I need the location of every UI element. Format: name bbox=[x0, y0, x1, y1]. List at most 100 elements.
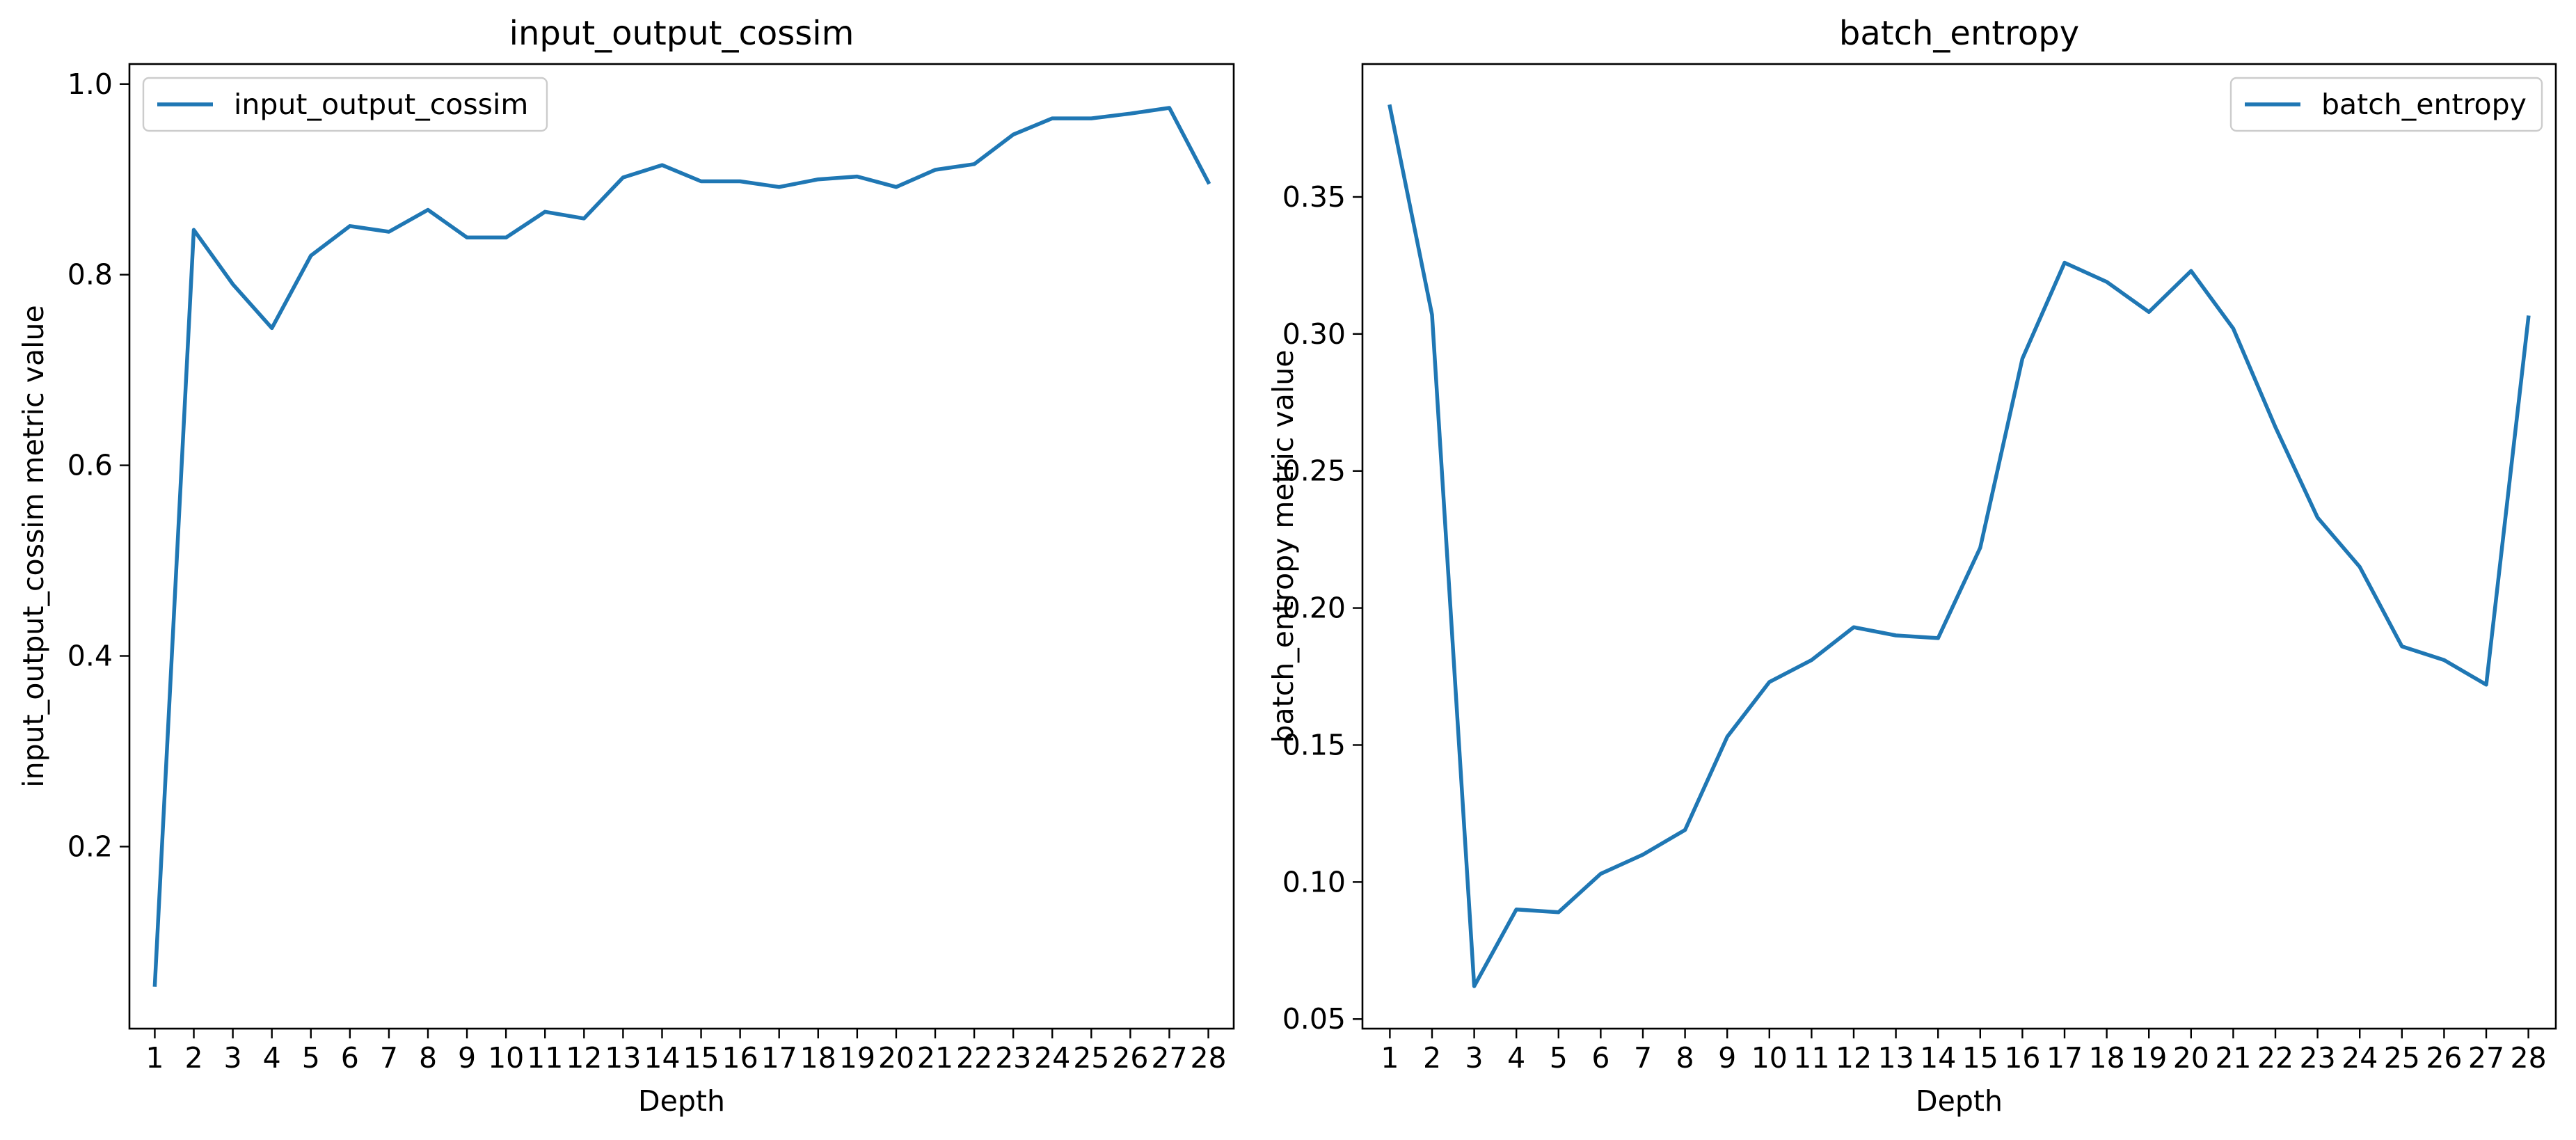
data-point bbox=[1388, 104, 1392, 109]
data-point bbox=[972, 162, 976, 166]
x-tick-label: 20 bbox=[2173, 1041, 2209, 1075]
x-tick-label: 4 bbox=[263, 1041, 281, 1075]
data-point bbox=[465, 235, 469, 239]
x-tick-label: 10 bbox=[488, 1041, 524, 1075]
data-point bbox=[1514, 908, 1518, 912]
x-tick-label: 16 bbox=[2004, 1041, 2040, 1075]
data-point bbox=[1089, 116, 1093, 120]
y-tick-label: 0.30 bbox=[1282, 317, 1346, 351]
data-point bbox=[738, 180, 742, 184]
y-tick-label: 0.6 bbox=[67, 449, 113, 482]
x-tick-label: 27 bbox=[2468, 1041, 2504, 1075]
data-point bbox=[153, 983, 157, 987]
data-point bbox=[1641, 853, 1645, 857]
y-axis-label: input_output_cossim metric value bbox=[17, 305, 50, 787]
data-point bbox=[1936, 636, 1940, 640]
data-point bbox=[1598, 872, 1603, 876]
x-tick-label: 11 bbox=[527, 1041, 563, 1075]
y-tick-label: 0.20 bbox=[1282, 592, 1346, 625]
data-point bbox=[2105, 280, 2109, 284]
x-tick-label: 14 bbox=[644, 1041, 680, 1075]
y-tick-label: 0.25 bbox=[1282, 454, 1346, 488]
x-tick-label: 1 bbox=[1381, 1041, 1399, 1075]
y-tick-label: 0.35 bbox=[1282, 180, 1346, 214]
x-tick-label: 6 bbox=[341, 1041, 359, 1075]
data-point bbox=[192, 228, 196, 232]
data-point bbox=[2442, 658, 2446, 662]
x-tick-label: 5 bbox=[1550, 1041, 1568, 1075]
series-line bbox=[152, 106, 1211, 987]
plot-frame bbox=[128, 63, 1235, 1030]
x-tick-label: 1 bbox=[145, 1041, 164, 1075]
data-point bbox=[1128, 111, 1132, 116]
x-tick-label: 23 bbox=[995, 1041, 1031, 1075]
y-tick-label: 0.10 bbox=[1282, 865, 1346, 898]
data-point bbox=[1207, 180, 1211, 184]
x-tick-label: 3 bbox=[1465, 1041, 1484, 1075]
y-axis-label: batch_entropy metric value bbox=[1266, 350, 1300, 743]
x-tick-label: 13 bbox=[605, 1041, 641, 1075]
x-tick-label: 22 bbox=[956, 1041, 992, 1075]
data-point bbox=[1472, 984, 1477, 988]
x-tick-label: 8 bbox=[1676, 1041, 1694, 1075]
legend-label: batch_entropy bbox=[2321, 88, 2527, 121]
x-tick-label: 17 bbox=[761, 1041, 797, 1075]
x-tick-label: 26 bbox=[2426, 1041, 2462, 1075]
data-point bbox=[426, 208, 430, 212]
x-axis-label: Depth bbox=[638, 1084, 725, 1118]
legend-box bbox=[142, 77, 548, 132]
x-tick-label: 21 bbox=[917, 1041, 953, 1075]
x-tick-label: 11 bbox=[1793, 1041, 1829, 1075]
data-point bbox=[1050, 116, 1054, 120]
x-tick-label: 18 bbox=[800, 1041, 836, 1075]
data-point bbox=[348, 224, 352, 228]
legend-label: input_output_cossim bbox=[234, 88, 528, 121]
x-tick-label: 9 bbox=[458, 1041, 476, 1075]
x-tick-label: 28 bbox=[1190, 1041, 1226, 1075]
x-tick-label: 24 bbox=[2342, 1041, 2378, 1075]
x-tick-label: 27 bbox=[1151, 1041, 1187, 1075]
x-tick-label: 14 bbox=[1920, 1041, 1956, 1075]
data-point bbox=[2316, 516, 2320, 520]
x-tick-label: 9 bbox=[1718, 1041, 1736, 1075]
y-tick-label: 0.05 bbox=[1282, 1002, 1346, 1036]
x-tick-label: 28 bbox=[2511, 1041, 2547, 1075]
x-tick-label: 17 bbox=[2046, 1041, 2083, 1075]
data-point bbox=[816, 177, 820, 182]
x-tick-label: 2 bbox=[1423, 1041, 1441, 1075]
x-tick-label: 24 bbox=[1034, 1041, 1070, 1075]
data-point bbox=[1809, 658, 1813, 662]
x-tick-label: 23 bbox=[2300, 1041, 2336, 1075]
y-tick-label: 0.4 bbox=[67, 640, 113, 673]
x-tick-label: 12 bbox=[1836, 1041, 1872, 1075]
y-tick-label: 0.2 bbox=[67, 830, 113, 863]
data-point bbox=[894, 185, 898, 189]
data-point bbox=[621, 175, 625, 180]
x-tick-label: 12 bbox=[566, 1041, 602, 1075]
data-point bbox=[1168, 106, 1172, 110]
data-point bbox=[270, 326, 274, 330]
data-point bbox=[1725, 735, 1729, 739]
x-tick-label: 25 bbox=[2384, 1041, 2420, 1075]
data-point bbox=[2020, 356, 2024, 361]
data-point bbox=[1852, 625, 1856, 629]
series-line bbox=[1388, 104, 2531, 988]
y-tick-label: 0.8 bbox=[67, 258, 113, 292]
data-point bbox=[933, 168, 937, 172]
x-tick-label: 2 bbox=[184, 1041, 202, 1075]
x-tick-label: 22 bbox=[2257, 1041, 2293, 1075]
data-point bbox=[2147, 310, 2151, 314]
data-point bbox=[2484, 683, 2488, 687]
x-tick-label: 4 bbox=[1507, 1041, 1525, 1075]
x-tick-label: 5 bbox=[302, 1041, 320, 1075]
x-tick-label: 6 bbox=[1591, 1041, 1609, 1075]
x-tick-label: 10 bbox=[1751, 1041, 1788, 1075]
data-point bbox=[699, 180, 703, 184]
x-tick-label: 25 bbox=[1073, 1041, 1109, 1075]
x-tick-label: 15 bbox=[1962, 1041, 1998, 1075]
data-point bbox=[504, 235, 508, 239]
data-point bbox=[387, 230, 391, 234]
